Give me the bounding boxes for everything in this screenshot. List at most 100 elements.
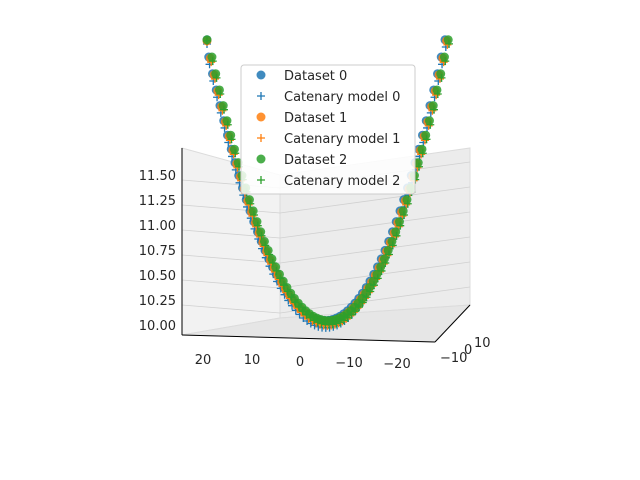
x-ticks: 20 10 0 −10 −20 bbox=[195, 353, 411, 372]
y-axis-line bbox=[434, 304, 471, 343]
data-point bbox=[443, 35, 453, 45]
model-point bbox=[298, 307, 307, 316]
data-point bbox=[402, 195, 412, 205]
y-tick-label: 10 bbox=[474, 336, 491, 351]
x-axis-line bbox=[181, 334, 436, 343]
model-point bbox=[422, 135, 431, 144]
data-point bbox=[428, 101, 438, 111]
model-point bbox=[366, 287, 375, 296]
model-point bbox=[437, 73, 446, 82]
model-point bbox=[268, 258, 277, 267]
legend: Dataset 0 Catenary model 0 Dataset 1 Cat… bbox=[240, 64, 416, 195]
data-point bbox=[391, 227, 401, 237]
model-point bbox=[276, 274, 285, 283]
model-point bbox=[283, 287, 292, 296]
model-point bbox=[340, 316, 348, 325]
series-4 bbox=[202, 35, 453, 326]
model-point bbox=[381, 258, 390, 267]
data-point bbox=[259, 236, 269, 246]
model-point bbox=[362, 293, 371, 302]
legend-label: Dataset 0 bbox=[284, 69, 347, 84]
grid-line bbox=[279, 186, 471, 214]
model-point bbox=[220, 105, 228, 114]
x-tick-label: 0 bbox=[296, 355, 304, 370]
model-point bbox=[418, 149, 427, 158]
data-point bbox=[211, 69, 221, 79]
z-tick-label: 11.50 bbox=[139, 169, 176, 184]
data-point bbox=[383, 245, 393, 255]
model-point bbox=[265, 250, 273, 259]
model-point bbox=[400, 210, 408, 219]
data-point bbox=[379, 254, 389, 264]
z-tick-label: 10.00 bbox=[139, 319, 176, 334]
data-point bbox=[256, 227, 266, 237]
model-point bbox=[351, 307, 360, 316]
model-point bbox=[415, 162, 423, 171]
data-point bbox=[226, 130, 236, 140]
model-point bbox=[212, 73, 221, 82]
model-point bbox=[295, 303, 303, 312]
model-point bbox=[385, 250, 393, 259]
data-point bbox=[398, 206, 408, 216]
data-point bbox=[424, 116, 434, 126]
model-point bbox=[388, 241, 397, 250]
legend-label: Dataset 2 bbox=[284, 153, 347, 168]
legend-marker bbox=[256, 154, 266, 164]
data-point bbox=[439, 52, 449, 62]
model-point bbox=[377, 266, 386, 275]
model-point bbox=[313, 318, 322, 327]
x-tick-label: 20 bbox=[195, 353, 212, 368]
model-point bbox=[250, 210, 258, 219]
model-point bbox=[433, 90, 442, 99]
data-point bbox=[271, 262, 281, 272]
model-point bbox=[272, 266, 281, 275]
model-point bbox=[253, 221, 262, 230]
data-point bbox=[252, 217, 262, 227]
model-point bbox=[355, 303, 363, 312]
model-point bbox=[302, 310, 311, 319]
legend-label: Dataset 1 bbox=[284, 111, 347, 126]
grid-line bbox=[181, 254, 281, 264]
legend-box bbox=[240, 64, 416, 195]
data-point bbox=[432, 85, 442, 95]
legend-marker bbox=[256, 112, 266, 122]
data-point bbox=[421, 130, 431, 140]
model-point bbox=[396, 221, 405, 230]
model-point bbox=[223, 120, 232, 129]
legend-marker bbox=[257, 176, 265, 184]
x-tick-label: −20 bbox=[383, 357, 410, 372]
model-point bbox=[208, 57, 217, 66]
model-point bbox=[403, 199, 412, 208]
data-point bbox=[394, 217, 404, 227]
model-point bbox=[426, 120, 435, 129]
model-point bbox=[321, 320, 330, 329]
z-ticks: 11.50 11.25 11.00 10.75 10.50 10.25 10.0… bbox=[139, 169, 176, 334]
z-tick-label: 11.00 bbox=[139, 219, 176, 234]
x-tick-label: −10 bbox=[335, 356, 362, 371]
y-tick-label: 0 bbox=[464, 343, 472, 358]
legend-label: Catenary model 1 bbox=[284, 132, 400, 147]
model-point bbox=[261, 241, 270, 250]
data-point bbox=[376, 262, 386, 272]
model-point bbox=[445, 39, 453, 48]
axis-lines bbox=[181, 148, 471, 343]
legend-marker bbox=[256, 70, 266, 80]
x-tick-label: 10 bbox=[244, 353, 261, 368]
model-point bbox=[227, 135, 236, 144]
model-point bbox=[203, 36, 211, 45]
model-point bbox=[280, 281, 288, 290]
data-point bbox=[372, 269, 382, 279]
data-point bbox=[248, 206, 258, 216]
legend-label: Catenary model 2 bbox=[284, 174, 400, 189]
grid-line bbox=[181, 204, 281, 214]
data-point bbox=[218, 101, 228, 111]
model-point bbox=[231, 149, 240, 158]
model-point bbox=[291, 298, 300, 307]
legend-marker bbox=[257, 134, 265, 142]
data-point bbox=[267, 254, 277, 264]
model-point bbox=[317, 319, 326, 328]
legend-label: Catenary model 0 bbox=[284, 90, 400, 105]
data-point bbox=[244, 195, 254, 205]
grid-line bbox=[279, 286, 471, 314]
